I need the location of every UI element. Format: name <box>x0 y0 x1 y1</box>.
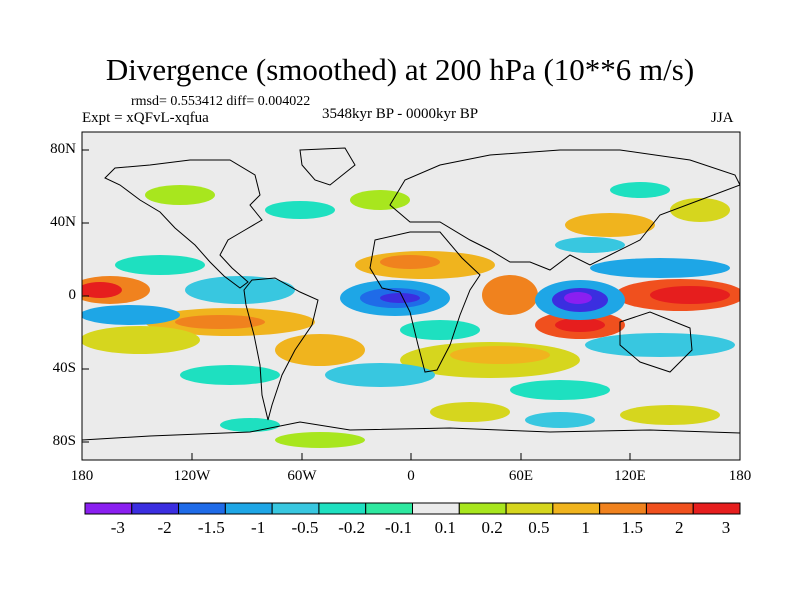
field-blob <box>555 237 625 253</box>
field-blob <box>380 255 440 269</box>
field-blob <box>610 182 670 198</box>
field-blob <box>620 405 720 425</box>
ticks <box>82 149 631 460</box>
field-blob <box>82 305 180 325</box>
colorbar-box <box>224 502 273 515</box>
colorbar-box <box>178 502 226 515</box>
x-label-180e: 180 <box>728 468 752 484</box>
coast-antarctica <box>82 421 740 441</box>
x-label-120e: 120E <box>614 468 646 484</box>
field-blob <box>185 276 295 304</box>
colorbar-box <box>645 502 694 515</box>
y-label-40n: 40N <box>50 214 76 230</box>
colorbar-box <box>458 502 507 515</box>
colorbar-label: -0.2 <box>338 518 366 537</box>
coast-eurasia <box>389 149 740 271</box>
field-blob <box>175 315 265 329</box>
page-title: Divergence (smoothed) at 200 hPa (10**6 … <box>105 52 695 87</box>
stats-text: rmsd= 0.553412 diff= 0.004022 <box>131 94 311 109</box>
field-blob <box>180 365 280 385</box>
field-blob <box>510 380 610 400</box>
coastlines <box>82 147 740 441</box>
y-label-40s: 40S <box>52 360 76 376</box>
colorbar-box <box>552 502 601 515</box>
period-label: 3548kyr BP - 0000kyr BP <box>322 106 479 122</box>
colorbar-label: -1.5 <box>197 518 225 537</box>
coast-australia <box>619 311 693 373</box>
y-label-80n: 80N <box>50 141 76 157</box>
colorbar-label: -0.5 <box>291 518 319 537</box>
field-blob <box>82 326 200 354</box>
field-blob <box>590 258 730 278</box>
y-label-80s: 80S <box>52 433 76 449</box>
colorbar-label: 2 <box>674 518 684 537</box>
colorbar-label: -3 <box>110 518 125 537</box>
x-label-180w: 180 <box>70 468 94 484</box>
coast-greenland <box>299 147 356 186</box>
colorbar-label: 0.5 <box>528 518 550 537</box>
field-blob <box>650 286 730 304</box>
x-label-60w: 60W <box>287 468 317 484</box>
coast-south-america <box>243 277 319 421</box>
field-blob <box>585 333 735 357</box>
x-label-0: 0 <box>407 468 415 484</box>
field-blob <box>145 185 215 205</box>
x-label-60e: 60E <box>508 468 534 484</box>
divergence-field <box>82 182 740 448</box>
field-blob <box>555 318 605 332</box>
field-blob <box>400 320 480 340</box>
field-blob <box>220 418 280 432</box>
colorbar-box <box>599 502 647 515</box>
field-blob <box>565 213 655 237</box>
experiment-label: Expt = xQFvL-xqfua <box>82 110 209 126</box>
colorbar-box <box>412 502 460 515</box>
field-blob <box>380 293 420 303</box>
colorbar-label: 3 <box>721 518 731 537</box>
colorbar-box <box>318 502 367 515</box>
colorbar-box <box>271 502 320 515</box>
colorbar-label: -0.1 <box>385 518 412 537</box>
field-blob <box>525 412 595 428</box>
field-blob <box>82 282 122 298</box>
colorbar-label: 1 <box>581 518 590 537</box>
field-blob <box>275 334 365 366</box>
field-blob <box>350 190 410 210</box>
coast-north-america <box>104 159 263 289</box>
season-label: JJA <box>711 110 734 126</box>
field-blob <box>265 201 335 219</box>
field-blob <box>115 255 205 275</box>
colorbar-box <box>365 502 414 515</box>
field-blob <box>450 346 550 364</box>
colorbar-label: 0.1 <box>434 518 456 537</box>
colorbar <box>84 502 741 515</box>
colorbar-box <box>84 502 133 515</box>
field-blob <box>275 432 365 448</box>
colorbar-label: -2 <box>157 518 172 537</box>
colorbar-label: -1 <box>251 518 266 537</box>
field-blob <box>430 402 510 422</box>
x-label-120w: 120W <box>173 468 211 484</box>
field-blob <box>670 198 730 222</box>
colorbar-box <box>131 502 180 515</box>
field-blob <box>564 292 592 304</box>
colorbar-box <box>692 502 741 515</box>
colorbar-label: 0.2 <box>481 518 503 537</box>
colorbar-box <box>505 502 554 515</box>
y-label-0: 0 <box>68 287 77 303</box>
coast-africa <box>369 231 481 373</box>
field-blob <box>482 275 538 315</box>
colorbar-label: 1.5 <box>621 518 644 537</box>
field-blob <box>325 363 435 387</box>
